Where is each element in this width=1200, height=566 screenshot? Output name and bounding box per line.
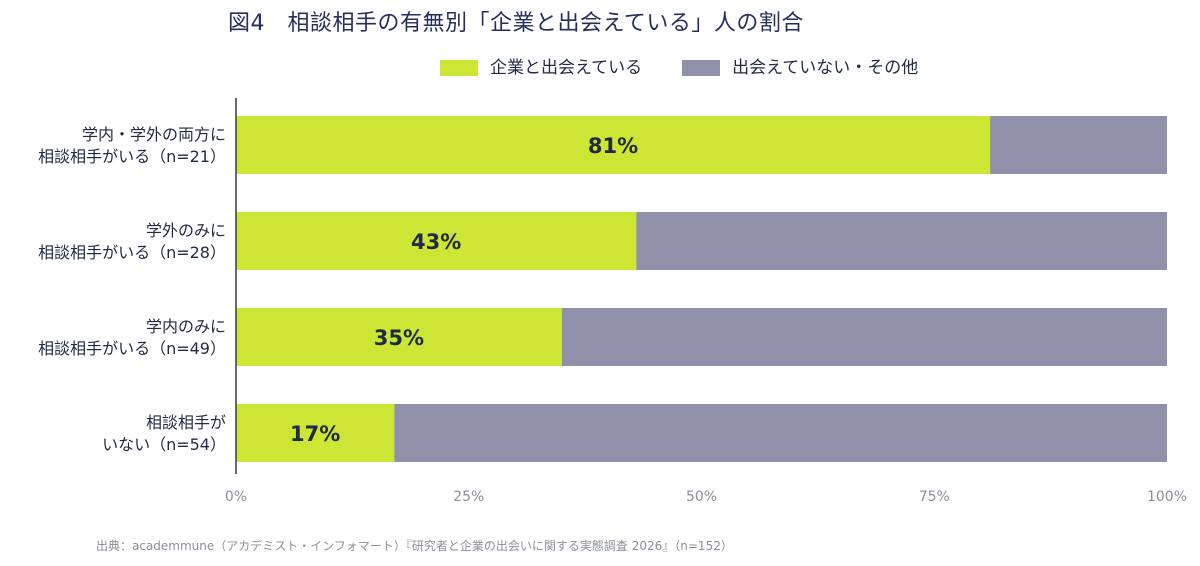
bar-met-4 <box>236 404 395 462</box>
x-tick-label-2: 25% <box>453 489 484 505</box>
bar-other-2 <box>636 212 1167 270</box>
legend-label-other: 出会えていない・その他 <box>732 58 919 78</box>
value-label-1: 81% <box>588 134 638 158</box>
bar-met-3 <box>236 308 562 366</box>
source-note: 出典：academmune（アカデミスト・インフォマート）『研究者と企業の出会い… <box>96 539 733 553</box>
bar-other-4 <box>394 404 1167 462</box>
category-label-3-line-2: 相談相手がいる（n=49） <box>38 339 226 358</box>
value-label-2: 43% <box>411 230 461 254</box>
legend-label-met: 企業と出会えている <box>490 58 643 78</box>
value-label-4: 17% <box>290 422 340 446</box>
x-tick-label-4: 75% <box>919 489 950 505</box>
category-label-4-line-2: いない（n=54） <box>102 435 226 454</box>
x-tick-label-1: 0% <box>225 489 247 505</box>
category-label-1-line-1: 学内・学外の両方に <box>82 125 226 144</box>
x-tick-label-3: 50% <box>686 489 717 505</box>
category-label-3-line-1: 学内のみに <box>146 317 226 336</box>
legend: 企業と出会えている 出会えていない・その他 <box>440 56 958 80</box>
category-label-4-line-1: 相談相手が <box>146 413 226 432</box>
legend-item-other: 出会えていない・その他 <box>682 56 918 80</box>
category-label-2-line-1: 学外のみに <box>146 221 226 240</box>
bar-other-3 <box>561 308 1167 366</box>
chart-title: 図4 相談相手の有無別「企業と出会えている」人の割合 <box>228 11 804 36</box>
value-label-3: 35% <box>374 326 424 350</box>
legend-item-met: 企業と出会えている <box>440 56 642 80</box>
bar-other-1 <box>990 116 1167 174</box>
bar-met-2 <box>236 212 637 270</box>
x-tick-label-5: 100% <box>1147 489 1187 505</box>
legend-swatch-other <box>682 60 721 76</box>
legend-swatch-met <box>440 60 478 76</box>
category-label-2-line-2: 相談相手がいる（n=28） <box>38 243 226 262</box>
category-label-1-line-2: 相談相手がいる（n=21） <box>38 147 226 166</box>
bar-met-1 <box>236 116 991 174</box>
